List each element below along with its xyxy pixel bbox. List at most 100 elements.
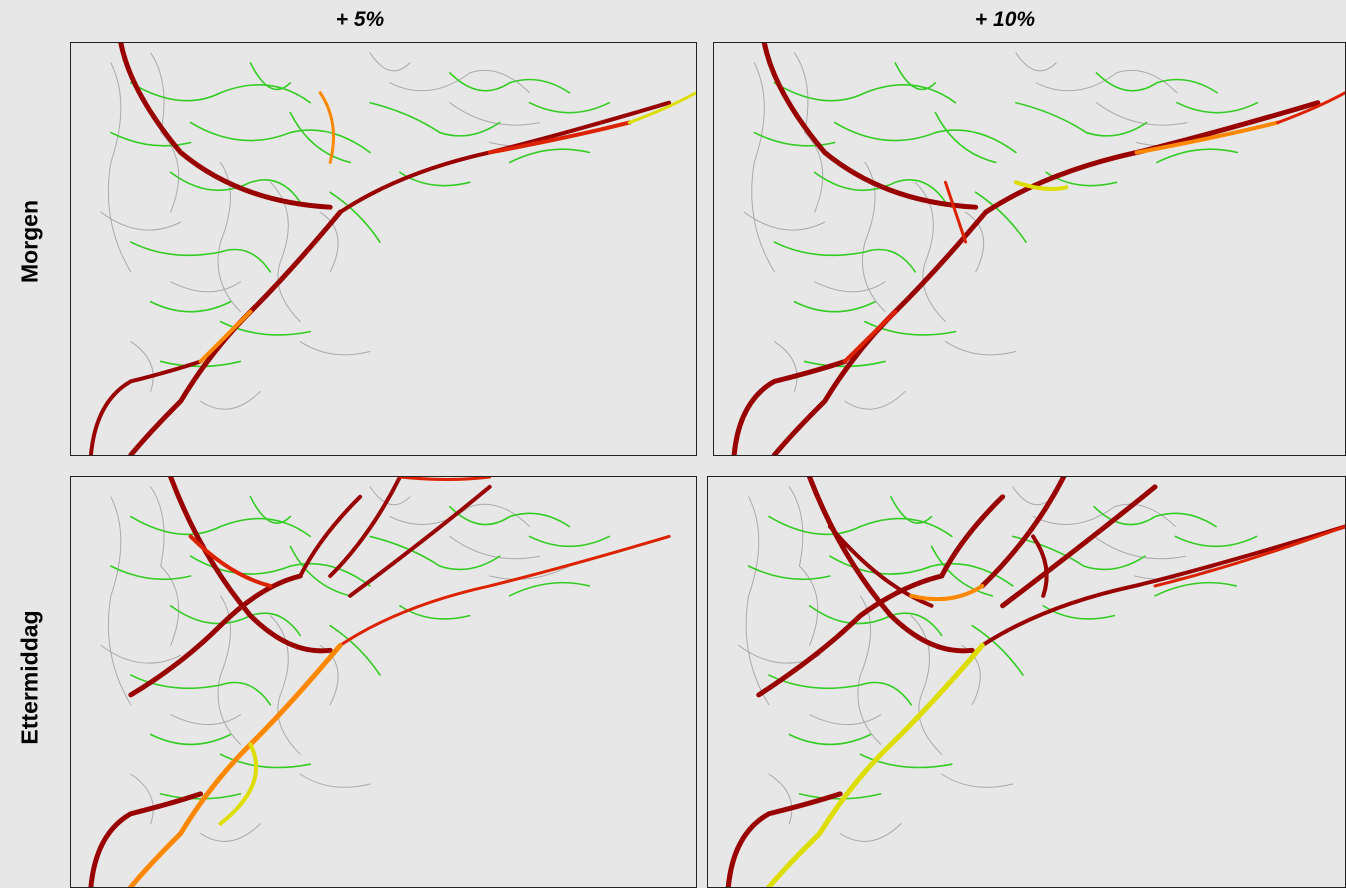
local-road-free-flow: [289, 545, 351, 597]
road-network-map: [88, 43, 696, 455]
minor-road: [489, 565, 570, 580]
local-road-free-flow: [219, 320, 312, 336]
minor-road: [299, 773, 371, 788]
map-panel-ettermiddag-5pct: [70, 476, 697, 888]
minor-road: [1032, 503, 1176, 528]
local-road-free-flow: [369, 535, 501, 571]
minor-road: [170, 281, 241, 293]
minor-road: [389, 503, 531, 528]
minor-road: [910, 615, 943, 755]
local-road-free-flow: [813, 171, 947, 204]
map-panel-morgen-10pct: [713, 42, 1346, 456]
main-road-congestion: [338, 534, 671, 647]
main-road-congestion: [979, 477, 1067, 589]
local-road-free-flow: [1095, 72, 1218, 94]
main-road-congestion: [168, 477, 333, 654]
minor-road: [150, 52, 180, 213]
main-road-congestion: [943, 180, 968, 244]
local-road-free-flow: [528, 535, 611, 548]
minor-road: [788, 486, 819, 646]
minor-road: [944, 341, 1017, 356]
road-network-map: [725, 477, 1345, 887]
main-road-congestion: [398, 477, 492, 481]
minor-road: [130, 341, 154, 392]
minor-road: [751, 62, 775, 273]
main-road-congestion: [1013, 180, 1069, 191]
local-road-free-flow: [803, 360, 886, 368]
column-title-10pct: + 10%: [974, 8, 1036, 31]
main-road-congestion: [128, 573, 303, 698]
minor-road: [369, 52, 411, 72]
local-road-free-flow: [149, 733, 232, 746]
local-road-free-flow: [773, 82, 957, 104]
local-road-free-flow: [159, 793, 242, 800]
minor-road: [745, 496, 770, 706]
local-road-free-flow: [508, 581, 591, 597]
local-road-free-flow: [249, 496, 292, 524]
main-road-congestion: [118, 43, 333, 210]
main-road-congestion: [88, 359, 203, 455]
column-title-5pct: + 5%: [335, 8, 385, 31]
main-road-congestion: [348, 484, 492, 598]
local-road-free-flow: [768, 515, 953, 538]
local-road-free-flow: [768, 674, 913, 706]
minor-road: [449, 535, 540, 560]
local-road-free-flow: [1042, 604, 1116, 620]
local-road-free-flow: [753, 131, 836, 147]
main-road-congestion: [807, 477, 975, 654]
local-road-free-flow: [747, 565, 831, 581]
local-road-free-flow: [934, 111, 997, 164]
local-road-free-flow: [773, 241, 917, 273]
minor-road: [743, 211, 826, 231]
local-road-free-flow: [508, 148, 591, 164]
local-road-free-flow: [1174, 535, 1258, 548]
minor-road: [170, 714, 241, 725]
main-road-congestion: [487, 120, 632, 155]
local-road-free-flow: [399, 171, 471, 187]
local-road-free-flow: [974, 191, 1027, 243]
minor-road: [794, 52, 824, 213]
local-road-free-flow: [894, 62, 937, 91]
main-road-congestion: [298, 494, 363, 579]
main-road-congestion: [1134, 120, 1280, 155]
main-road-congestion: [128, 642, 343, 887]
minor-road: [1095, 102, 1188, 126]
main-road-congestion: [198, 309, 253, 364]
minor-road: [269, 615, 301, 755]
local-road-free-flow: [1156, 148, 1239, 164]
map-panel-ettermiddag-10pct: [707, 476, 1346, 888]
main-road-congestion: [827, 524, 934, 608]
local-road-free-flow: [864, 320, 957, 336]
road-network-map: [88, 477, 671, 887]
local-road-free-flow: [528, 101, 611, 114]
minor-road: [299, 341, 371, 356]
local-road-free-flow: [369, 101, 501, 137]
main-road-congestion: [771, 209, 989, 455]
minor-road: [449, 102, 540, 126]
main-road-congestion: [756, 573, 945, 698]
main-road-congestion: [88, 791, 204, 887]
minor-road: [389, 69, 531, 94]
minor-road: [100, 211, 182, 231]
local-road-free-flow: [793, 300, 876, 313]
minor-road: [768, 773, 793, 825]
local-road-free-flow: [833, 121, 1017, 154]
minor-road: [773, 341, 798, 392]
main-road-congestion: [218, 742, 259, 826]
local-road-free-flow: [219, 753, 312, 769]
main-road-congestion: [725, 791, 843, 887]
row-title-morgen: Morgen: [16, 199, 43, 284]
local-road-free-flow: [289, 111, 351, 164]
minor-road: [150, 486, 180, 646]
minor-road: [839, 823, 902, 842]
minor-road: [217, 595, 241, 745]
minor-road: [965, 211, 985, 273]
local-road-free-flow: [189, 121, 371, 154]
local-road-free-flow: [808, 604, 943, 637]
local-road-free-flow: [1015, 101, 1148, 137]
local-road-free-flow: [399, 604, 471, 620]
local-road-free-flow: [1176, 101, 1259, 114]
minor-road: [1093, 535, 1187, 560]
local-road-free-flow: [1154, 581, 1238, 597]
local-road-free-flow: [971, 624, 1024, 676]
